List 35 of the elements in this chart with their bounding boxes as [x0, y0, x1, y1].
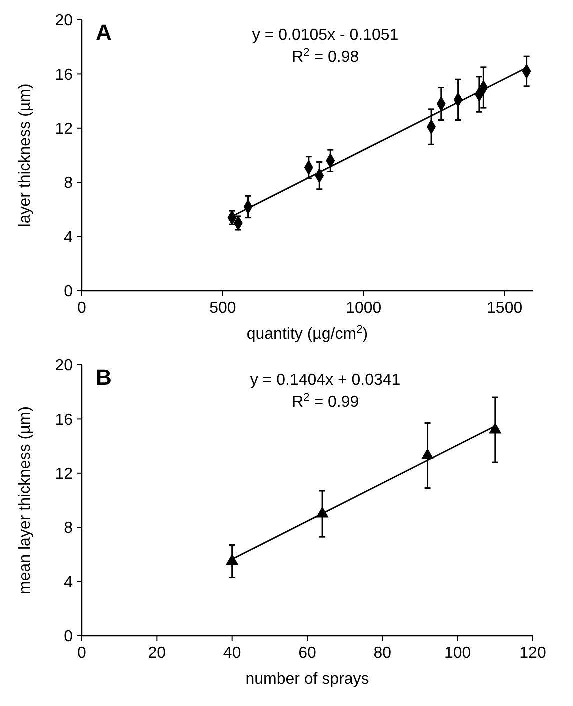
- y-tick-label: 0: [64, 284, 74, 301]
- x-tick-label: 120: [520, 645, 546, 662]
- x-tick-label: 20: [148, 645, 166, 662]
- y-tick-label: 4: [64, 574, 74, 592]
- y-tick-label: 0: [64, 628, 74, 646]
- annotation: B: [96, 365, 112, 390]
- annotation: R$^{2}$ = 0.98: [292, 47, 360, 66]
- x-tick-label: 100: [444, 645, 472, 662]
- point: [421, 448, 434, 460]
- y-tick-label: 8: [64, 520, 74, 538]
- y-tick-label: 20: [55, 12, 74, 30]
- x-tick-label: 0: [78, 645, 87, 662]
- y-tick-label: 16: [55, 66, 74, 84]
- x-tick-label: 80: [374, 645, 392, 662]
- y-tick-label: 16: [55, 412, 74, 429]
- x-tick-label: 500: [210, 300, 236, 317]
- y-tick-label: 12: [55, 121, 74, 138]
- y-tick-label: 4: [64, 229, 74, 246]
- x-tick-label: 1000: [346, 300, 382, 317]
- annotation: A: [96, 20, 112, 45]
- x-tick-label: 0: [78, 300, 87, 317]
- annotation: R$^{2}$ = 0.99: [292, 392, 360, 411]
- y-axis-title: mean layer thickness (µm): [17, 406, 34, 594]
- annotation: y = 0.1404x + 0.0341: [250, 372, 401, 389]
- y-axis-title: layer thickness (µm): [17, 84, 34, 228]
- x-tick-label: 1500: [487, 300, 523, 317]
- x-axis-title: quantity (µg/cm$^{2}$): [246, 324, 368, 343]
- x-tick-label: 40: [223, 645, 242, 662]
- y-tick-label: 8: [64, 175, 74, 192]
- y-tick-label: 20: [55, 358, 74, 375]
- annotation: y = 0.0105x - 0.1051: [252, 27, 399, 44]
- x-axis-title: number of sprays: [246, 671, 370, 688]
- point: [226, 554, 239, 566]
- y-tick-label: 12: [55, 466, 74, 483]
- x-tick-label: 60: [298, 645, 316, 662]
